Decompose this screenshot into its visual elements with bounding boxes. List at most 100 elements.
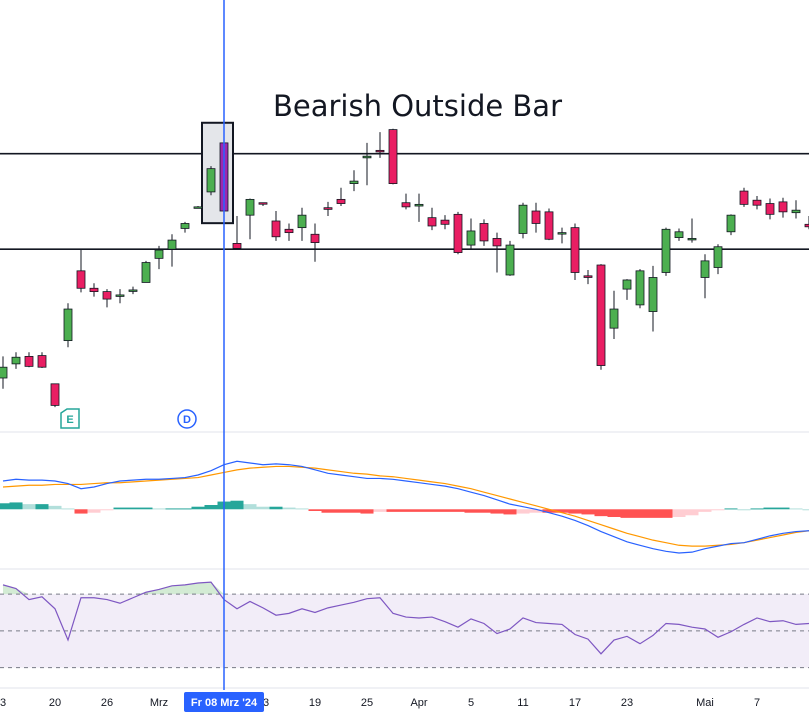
candle[interactable] [336, 187, 346, 207]
candle[interactable] [375, 132, 385, 158]
candle-body [0, 366, 8, 379]
macd-histogram-bar [425, 509, 439, 512]
candle[interactable] [700, 254, 710, 299]
candle[interactable] [167, 234, 177, 267]
candle[interactable] [11, 352, 21, 369]
candle[interactable] [271, 211, 281, 241]
candle[interactable] [63, 303, 73, 348]
annotation-title[interactable]: Bearish Outside Bar [273, 89, 562, 123]
candle[interactable] [310, 223, 320, 262]
candle[interactable] [193, 206, 203, 209]
candle[interactable] [557, 227, 567, 244]
candle[interactable] [0, 356, 8, 389]
candle[interactable] [531, 202, 541, 233]
macd-histogram-bar [399, 509, 413, 512]
candle[interactable] [609, 290, 619, 339]
candle[interactable] [713, 244, 723, 275]
macd-histogram-bar [659, 509, 673, 518]
candle[interactable] [297, 207, 307, 241]
candle[interactable] [479, 219, 489, 246]
x-tick-label: 25 [361, 697, 373, 709]
candle[interactable] [505, 240, 515, 276]
candle[interactable] [128, 286, 138, 295]
candle[interactable] [76, 249, 86, 293]
candle[interactable] [154, 245, 164, 270]
candle[interactable] [752, 196, 762, 210]
candle[interactable] [206, 166, 216, 196]
rsi-overbought-fill [198, 582, 211, 595]
candle[interactable] [674, 228, 684, 241]
candle[interactable] [50, 383, 60, 408]
candle[interactable] [622, 279, 632, 300]
candle[interactable] [180, 221, 190, 233]
rsi-line[interactable] [2, 581, 809, 655]
candle[interactable] [24, 352, 34, 368]
candle[interactable] [791, 200, 801, 219]
time-axis[interactable]: 32026Mrz131925Apr5111723Mai7 [0, 697, 760, 709]
candle-body [141, 262, 151, 283]
candle[interactable] [141, 260, 151, 283]
candle[interactable] [323, 201, 333, 216]
candle[interactable] [804, 216, 809, 230]
candle-body [739, 190, 749, 205]
candle-body [804, 223, 809, 228]
candle[interactable] [648, 265, 658, 332]
candle[interactable] [544, 208, 554, 241]
candle-body [154, 249, 164, 259]
macd-histogram-bar [750, 508, 764, 510]
macd-histogram-bar [646, 509, 660, 518]
macd-histogram-bar [22, 504, 36, 510]
macd-histogram-bar [347, 509, 361, 513]
candle-body [24, 355, 34, 367]
candle[interactable] [232, 216, 242, 250]
macd-histogram-bar [555, 509, 569, 513]
macd-signal-line[interactable] [2, 465, 809, 547]
candle[interactable] [349, 170, 359, 192]
candle[interactable] [89, 283, 99, 297]
macd-histogram-bar [360, 509, 374, 514]
candle[interactable] [440, 215, 450, 230]
candle[interactable] [492, 232, 502, 273]
candle[interactable] [583, 270, 593, 285]
candle[interactable] [388, 128, 398, 185]
macd-histogram-bar [139, 507, 153, 510]
candle[interactable] [245, 198, 255, 240]
candle[interactable] [765, 198, 775, 220]
candle[interactable] [401, 193, 411, 210]
candle[interactable] [739, 187, 749, 207]
candle[interactable] [596, 264, 606, 370]
candle-body [557, 232, 567, 235]
candle[interactable] [726, 214, 736, 236]
macd-histogram-bar [802, 509, 809, 511]
rsi-overbought-fill [172, 584, 185, 595]
candle-body [63, 308, 73, 342]
candle-body [518, 204, 528, 234]
candle[interactable] [427, 207, 437, 231]
candle[interactable] [687, 218, 697, 243]
candle[interactable] [466, 218, 476, 250]
earnings-marker[interactable]: E [60, 408, 80, 429]
candle-body [531, 210, 541, 224]
macd-histogram-bar [438, 509, 452, 512]
candle[interactable] [518, 202, 528, 239]
candle[interactable] [778, 197, 788, 218]
candle[interactable] [635, 269, 645, 309]
candle[interactable] [37, 352, 47, 369]
macd-pane[interactable] [0, 460, 809, 554]
candle-body [388, 129, 398, 185]
macd-line[interactable] [2, 460, 809, 554]
candle[interactable] [258, 202, 268, 207]
candle[interactable] [102, 289, 112, 308]
candle[interactable] [362, 142, 372, 186]
macd-histogram-bar [9, 502, 23, 510]
candle[interactable] [453, 211, 463, 255]
x-tick-label: Mrz [150, 697, 168, 709]
candle[interactable] [414, 193, 424, 222]
candle[interactable] [661, 227, 671, 276]
candle[interactable] [570, 223, 580, 280]
candle[interactable] [115, 289, 125, 304]
candle[interactable] [284, 223, 294, 241]
dividend-marker[interactable]: D [177, 409, 197, 429]
